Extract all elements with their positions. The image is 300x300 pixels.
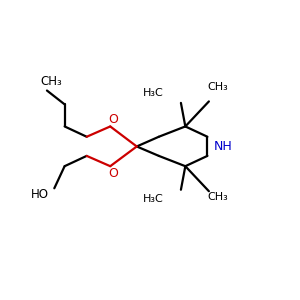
Text: CH₃: CH₃ (207, 192, 228, 202)
Text: H₃C: H₃C (142, 88, 163, 98)
Text: CH₃: CH₃ (40, 75, 62, 88)
Text: O: O (108, 167, 118, 180)
Text: NH: NH (213, 140, 232, 153)
Text: HO: HO (31, 188, 49, 201)
Text: O: O (108, 112, 118, 126)
Text: CH₃: CH₃ (207, 82, 228, 92)
Text: H₃C: H₃C (142, 194, 163, 205)
